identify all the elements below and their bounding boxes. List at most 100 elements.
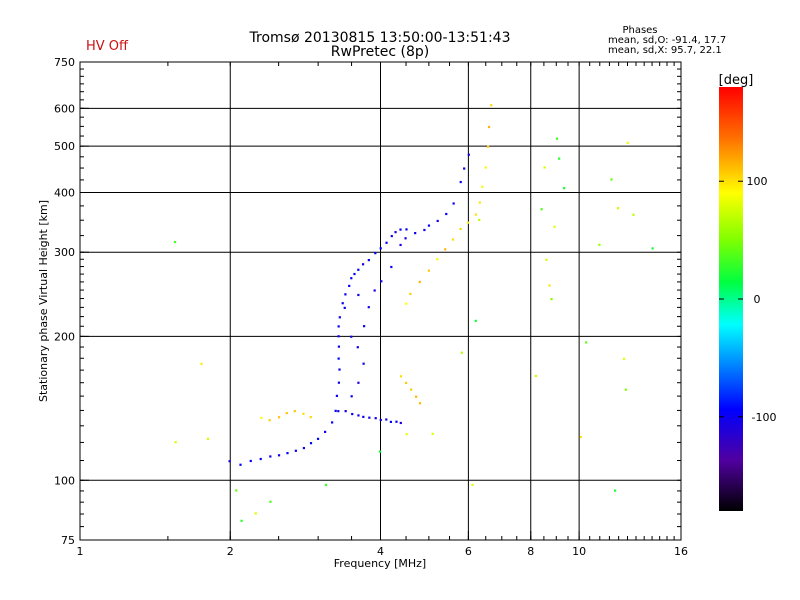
colorbar-tick-label: -100 bbox=[752, 411, 777, 424]
data-point bbox=[260, 416, 263, 419]
colorbar-tick-label: 100 bbox=[747, 175, 768, 188]
data-point bbox=[337, 410, 340, 413]
x-axis-label: Frequency [MHz] bbox=[334, 557, 426, 570]
data-point bbox=[309, 416, 312, 419]
title-line-1: Tromsø 20130815 13:50:00-13:51:43 bbox=[249, 30, 511, 46]
data-point bbox=[445, 212, 448, 216]
data-point bbox=[534, 374, 537, 378]
data-point bbox=[651, 247, 654, 250]
data-point bbox=[579, 435, 582, 439]
data-point bbox=[357, 293, 360, 297]
data-point bbox=[338, 316, 341, 319]
data-point bbox=[254, 512, 257, 515]
data-point bbox=[555, 137, 559, 140]
data-point bbox=[348, 284, 351, 287]
data-point bbox=[269, 455, 272, 458]
data-point bbox=[337, 381, 341, 384]
data-point bbox=[622, 357, 626, 360]
data-point bbox=[474, 319, 477, 322]
data-point bbox=[362, 362, 365, 365]
data-point bbox=[481, 185, 484, 188]
data-point bbox=[338, 368, 341, 371]
colorbar: [deg] 100 0 -100 bbox=[719, 73, 777, 511]
data-point bbox=[362, 325, 366, 328]
data-point bbox=[414, 232, 417, 235]
data-point bbox=[350, 335, 353, 338]
data-point bbox=[418, 402, 422, 405]
data-point bbox=[294, 449, 297, 452]
data-point bbox=[228, 460, 231, 463]
x-tick-label: 10 bbox=[572, 545, 586, 558]
data-point bbox=[389, 420, 392, 424]
data-point bbox=[240, 519, 243, 522]
data-point bbox=[466, 221, 470, 224]
y-tick-label: 400 bbox=[54, 186, 75, 199]
data-point bbox=[368, 416, 371, 419]
colorbar-tick-label: 0 bbox=[754, 293, 761, 306]
data-point bbox=[200, 362, 203, 365]
data-point bbox=[409, 292, 412, 296]
data-point bbox=[395, 420, 398, 423]
plot-area: 1 2 4 6 8 10 16 75 100 200 300 400 500 600 750 bbox=[54, 56, 688, 558]
x-tick-label: 2 bbox=[227, 545, 234, 558]
data-point bbox=[235, 489, 238, 492]
data-point bbox=[459, 180, 462, 184]
data-point bbox=[399, 243, 402, 247]
data-point bbox=[423, 228, 426, 232]
data-point bbox=[474, 213, 477, 216]
x-tick-label: 6 bbox=[465, 545, 472, 558]
data-point bbox=[399, 421, 402, 425]
data-point bbox=[337, 335, 340, 338]
data-point bbox=[404, 237, 407, 240]
data-point bbox=[452, 202, 455, 205]
grid-lines bbox=[80, 62, 681, 540]
data-point bbox=[563, 187, 566, 190]
phase-summary-o: mean, sd,O: -91.4, 17.7 bbox=[608, 35, 726, 46]
colorbar-unit-label: [deg] bbox=[719, 73, 754, 88]
data-point bbox=[548, 284, 551, 287]
data-point bbox=[613, 489, 617, 492]
x-tick-label: 1 bbox=[77, 545, 84, 558]
data-point bbox=[378, 450, 382, 453]
data-point bbox=[316, 437, 320, 440]
data-point bbox=[399, 228, 402, 231]
data-point bbox=[374, 417, 377, 420]
data-point bbox=[351, 412, 354, 416]
data-point bbox=[390, 234, 393, 238]
data-point bbox=[431, 432, 434, 435]
data-point bbox=[337, 357, 340, 360]
data-point bbox=[487, 125, 491, 129]
data-point bbox=[418, 280, 421, 284]
y-tick-label: 300 bbox=[54, 246, 75, 259]
data-point bbox=[357, 268, 360, 271]
data-point bbox=[471, 483, 474, 486]
data-point bbox=[390, 265, 393, 269]
y-tick-label: 600 bbox=[54, 102, 75, 115]
phase-summary-x: mean, sd,X: 95.7, 22.1 bbox=[608, 45, 722, 56]
phase-summary-heading: Phases bbox=[622, 25, 657, 36]
data-point bbox=[268, 419, 271, 422]
data-point bbox=[459, 227, 462, 231]
data-point bbox=[206, 437, 210, 440]
data-point bbox=[545, 258, 548, 261]
data-point bbox=[626, 141, 629, 144]
data-point bbox=[173, 240, 177, 244]
data-point bbox=[550, 298, 553, 301]
data-point bbox=[277, 454, 281, 457]
data-point bbox=[385, 418, 388, 421]
data-point bbox=[379, 418, 382, 422]
data-point bbox=[540, 208, 543, 211]
data-point bbox=[259, 457, 262, 461]
y-tick-label: 200 bbox=[54, 330, 75, 343]
data-point bbox=[302, 412, 305, 415]
data-point bbox=[269, 500, 272, 503]
data-point bbox=[463, 167, 466, 170]
data-point bbox=[444, 248, 447, 251]
data-point bbox=[323, 430, 327, 433]
data-point bbox=[487, 145, 490, 148]
y-tick-label: 750 bbox=[54, 56, 75, 69]
data-point bbox=[405, 433, 408, 436]
data-point bbox=[285, 412, 288, 415]
data-point bbox=[334, 409, 337, 412]
data-point bbox=[337, 345, 341, 348]
